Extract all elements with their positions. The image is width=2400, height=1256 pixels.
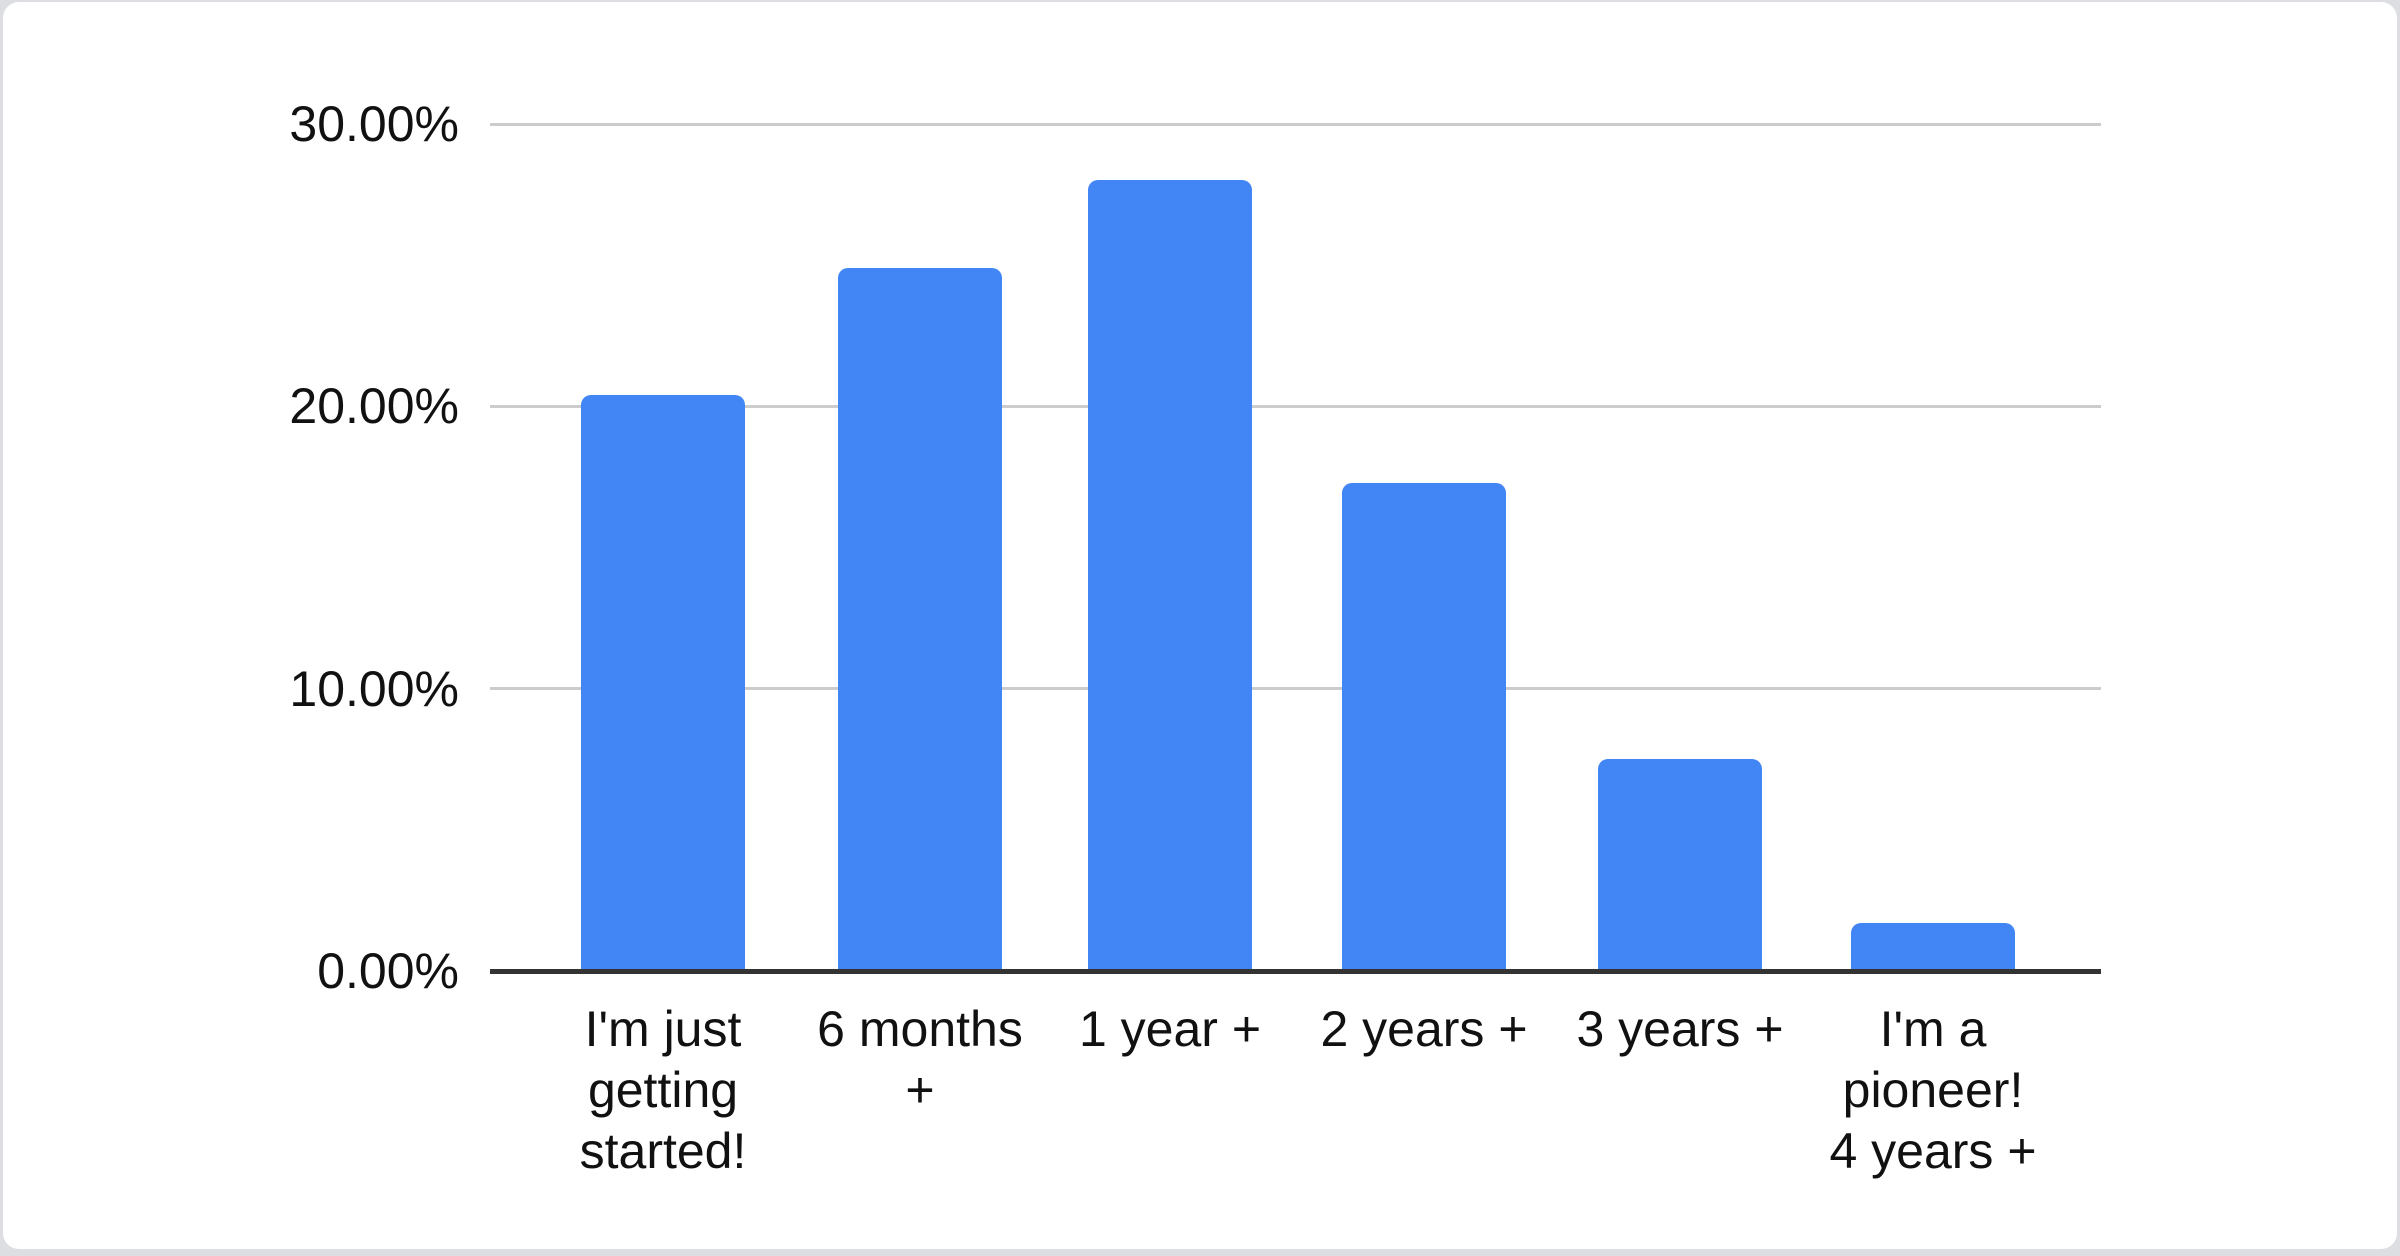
bar-2	[838, 267, 1002, 971]
y-axis-tick-label: 20.00%	[289, 378, 459, 435]
x-tick-line: I'm a	[1879, 1001, 1987, 1057]
x-tick-line: 3 years +	[1576, 1001, 1784, 1057]
x-tick-line: 1 year +	[1078, 1001, 1262, 1057]
bar-4	[1342, 482, 1506, 971]
gridline	[490, 687, 2101, 691]
x-tick-line: 2 years +	[1320, 1001, 1528, 1057]
bar-1	[581, 395, 745, 971]
x-tick-line: 4 years +	[1829, 1123, 2037, 1179]
y-axis-tick-label: 30.00%	[289, 96, 459, 152]
chart-card: 30.00% 20.00% 10.00% 0.00% I'm just getting st…	[3, 2, 2397, 1249]
gridline	[490, 122, 2101, 126]
x-tick-line: pioneer!	[1842, 1062, 2024, 1118]
bar-5	[1598, 759, 1762, 971]
x-axis-tick-label: I'm a pioneer! 4 years +	[1723, 999, 2143, 1182]
x-tick-line: I'm just	[584, 1001, 742, 1057]
x-tick-line: 6 months	[817, 1001, 1023, 1057]
gridline	[490, 404, 2101, 408]
y-axis-tick-label: 0.00%	[317, 943, 459, 999]
bar-3	[1088, 180, 1252, 971]
x-axis-tick-label: 1 year +	[960, 999, 1380, 1060]
y-axis-tick-label: 10.00%	[289, 660, 459, 717]
x-tick-line: started!	[579, 1123, 747, 1179]
x-axis-tick-label: 2 years +	[1214, 999, 1634, 1060]
x-axis-tick-label: I'm just getting started!	[453, 999, 873, 1182]
x-axis-tick-label: 6 months +	[710, 999, 1130, 1121]
x-tick-line: +	[905, 1062, 935, 1118]
bar-6	[1851, 923, 2015, 971]
x-axis-line	[490, 969, 2101, 974]
x-axis-tick-label: 3 years +	[1470, 999, 1890, 1060]
x-tick-line: getting	[587, 1062, 739, 1118]
